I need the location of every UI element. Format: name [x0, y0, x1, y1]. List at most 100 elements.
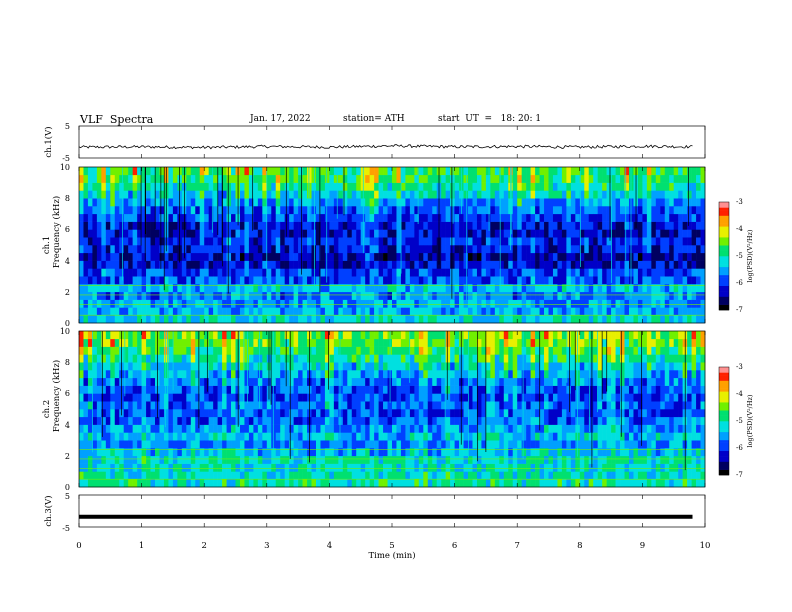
spec-cell — [87, 338, 93, 347]
spec-cell — [128, 213, 133, 222]
spec-cell — [128, 424, 133, 433]
spec1-tick-0: 0 — [65, 319, 70, 328]
spec-cell — [454, 448, 460, 457]
spec-cell — [503, 198, 509, 207]
spec-cell — [454, 393, 460, 402]
spec-cell — [365, 237, 370, 246]
spec-cell — [141, 432, 147, 441]
spec-cell — [552, 206, 558, 215]
spec-cell — [231, 198, 236, 207]
spec-cell — [454, 346, 460, 355]
spec-cell — [128, 284, 133, 293]
spec-cell — [400, 346, 406, 355]
spec-cell — [226, 237, 232, 246]
spec-cell — [374, 174, 379, 183]
spec-cell — [427, 401, 433, 410]
spec-cell — [92, 401, 98, 410]
spec-cell — [235, 479, 241, 488]
spec-cell — [311, 260, 317, 269]
spec-cell — [544, 291, 549, 300]
spec-cell — [445, 291, 451, 300]
spec-cell — [244, 167, 250, 176]
spec-cell — [651, 260, 657, 269]
spec-cell — [468, 338, 473, 347]
spec-cell — [315, 479, 321, 488]
spec-cell — [137, 362, 142, 371]
spec-cell — [226, 471, 232, 480]
spec-cell — [468, 424, 473, 433]
spec-cell — [128, 331, 133, 340]
spec-cell — [530, 362, 536, 371]
spec-cell — [548, 245, 554, 254]
spec-cell — [146, 284, 151, 293]
spec-cell — [441, 221, 446, 230]
spec-cell — [374, 331, 379, 340]
spec-cell — [450, 221, 455, 230]
spec-cell — [150, 409, 156, 418]
spec-cell — [123, 346, 129, 355]
spec-cell — [289, 284, 294, 293]
spec-cell — [575, 190, 581, 199]
spec-cell — [468, 479, 473, 488]
spec-cell — [369, 198, 375, 207]
spec-cell — [369, 432, 375, 441]
spec-cell — [396, 299, 402, 308]
spec-cell — [351, 268, 357, 277]
spec-cell — [360, 401, 366, 410]
spec-cell — [262, 432, 268, 441]
spec-cell — [432, 237, 438, 246]
spec-cell — [374, 291, 379, 300]
spec-cell — [597, 174, 603, 183]
spec-cell — [239, 229, 245, 238]
spec-cell — [213, 268, 218, 277]
spec-cell — [293, 245, 299, 254]
spec-cell — [481, 206, 487, 215]
spec-cell — [132, 440, 138, 449]
spec-cell — [92, 385, 98, 394]
spec-cell — [110, 174, 116, 183]
spec-cell — [602, 268, 607, 277]
spec-cell — [499, 455, 505, 464]
spec-cell — [360, 416, 366, 425]
spec-cell — [293, 479, 299, 488]
spec-cell — [673, 284, 679, 293]
spec-cell — [374, 206, 379, 215]
spec-cell — [472, 198, 478, 207]
spec-cell — [490, 268, 496, 277]
spec-cell — [262, 245, 268, 254]
spec-cell — [646, 315, 652, 324]
spec-cell — [289, 276, 294, 285]
spec-cell — [315, 307, 321, 316]
spec-cell — [83, 471, 89, 480]
spec-cell — [168, 424, 174, 433]
spec-cell — [271, 401, 277, 410]
spec-cell — [539, 198, 545, 207]
spec-cell — [231, 276, 236, 285]
spec-cell — [262, 479, 268, 488]
spec-cell — [521, 260, 527, 269]
spec-cell — [481, 221, 487, 230]
spec-cell — [468, 213, 473, 222]
spec-cell — [329, 307, 335, 316]
spec-cell — [682, 276, 688, 285]
spec-cell — [186, 174, 192, 183]
spec-cell — [687, 198, 692, 207]
spec-cell — [392, 455, 397, 464]
spec-cell — [123, 252, 129, 261]
spec-cell — [231, 393, 236, 402]
spec-cell — [271, 213, 277, 222]
spec-cell — [374, 245, 379, 254]
spec-cell — [199, 370, 205, 379]
spec-cell — [289, 190, 294, 199]
spec-cell — [356, 190, 361, 199]
spec-cell — [409, 182, 415, 191]
spec-cell — [445, 245, 451, 254]
spec-cell — [526, 479, 531, 488]
spec-cell — [383, 229, 388, 238]
spec-cell — [535, 331, 540, 340]
spec-cell — [696, 190, 701, 199]
spec-cell — [315, 362, 321, 371]
spec-cell — [405, 370, 411, 379]
spec-cell — [87, 362, 93, 371]
spec-cell — [409, 479, 415, 488]
